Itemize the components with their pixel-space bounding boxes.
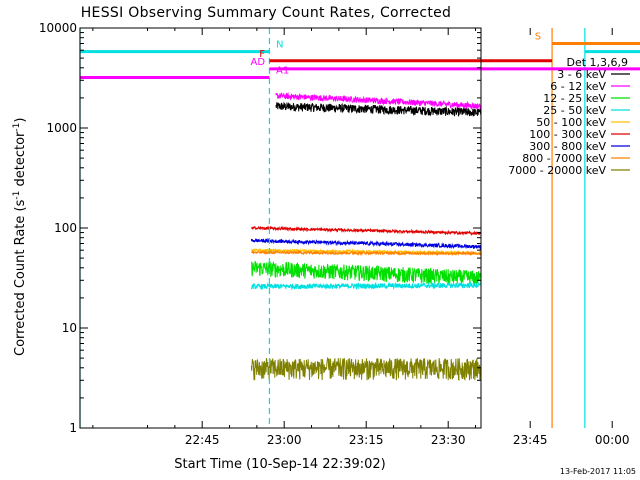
y-tick-label: 10 <box>62 321 77 335</box>
series-12-25-keV-line <box>250 260 481 286</box>
flag-label-a1: A1 <box>276 65 289 76</box>
legend-label: 3 - 6 keV <box>557 68 606 81</box>
x-tick-label: 23:15 <box>349 433 384 447</box>
flag-label-s: S <box>535 31 541 42</box>
series-6-12-keV-line <box>275 91 481 110</box>
series-3-6-keV-line <box>275 101 481 117</box>
x-tick-label: 23:45 <box>513 433 548 447</box>
legend-label: 800 - 7000 keV <box>522 152 606 165</box>
series-layer <box>250 91 481 382</box>
legend-label: 6 - 12 keV <box>550 80 606 93</box>
y-tick-label: 10000 <box>39 21 77 35</box>
y-tick-label: 100 <box>54 221 77 235</box>
flag-label-f: F <box>259 49 265 60</box>
footer-date: 13-Feb-2017 11:05 <box>560 467 636 476</box>
series-25-50-keV-line <box>250 281 481 291</box>
legend-label: 300 - 800 keV <box>529 140 606 153</box>
x-tick-label: 23:30 <box>431 433 466 447</box>
legend-label: 100 - 300 keV <box>529 128 606 141</box>
series-100-300-keV-line <box>251 225 481 236</box>
legend-header: Det 1,3,6,9 <box>566 56 628 69</box>
chart-title: HESSI Observing Summary Count Rates, Cor… <box>81 5 452 21</box>
legend-label: 12 - 25 keV <box>543 92 606 105</box>
legend-label: 50 - 100 keV <box>536 116 606 129</box>
x-tick-label: 00:00 <box>595 433 630 447</box>
x-tick-label: 23:00 <box>267 433 302 447</box>
series-7000-20000-keV-line <box>250 357 481 382</box>
legend-label: 7000 - 20000 keV <box>508 164 606 177</box>
y-axis: 10000 1000 100 10 1 <box>39 21 481 435</box>
series-300-800-keV-line <box>250 237 481 251</box>
y-axis-label: Corrected Count Rate (s-1 detector-1) <box>12 118 28 356</box>
y-tick-label: 1 <box>69 421 77 435</box>
x-tick-label: 22:45 <box>185 433 220 447</box>
flag-label-ad: AD <box>251 57 266 68</box>
legend-label: 25 - 50 keV <box>543 104 606 117</box>
series-800-7000-keV-line <box>251 249 481 257</box>
flag-label-n: N <box>276 40 283 51</box>
y-tick-label: 1000 <box>46 121 77 135</box>
x-axis-label: Start Time (10-Sep-14 22:39:02) <box>174 457 385 472</box>
